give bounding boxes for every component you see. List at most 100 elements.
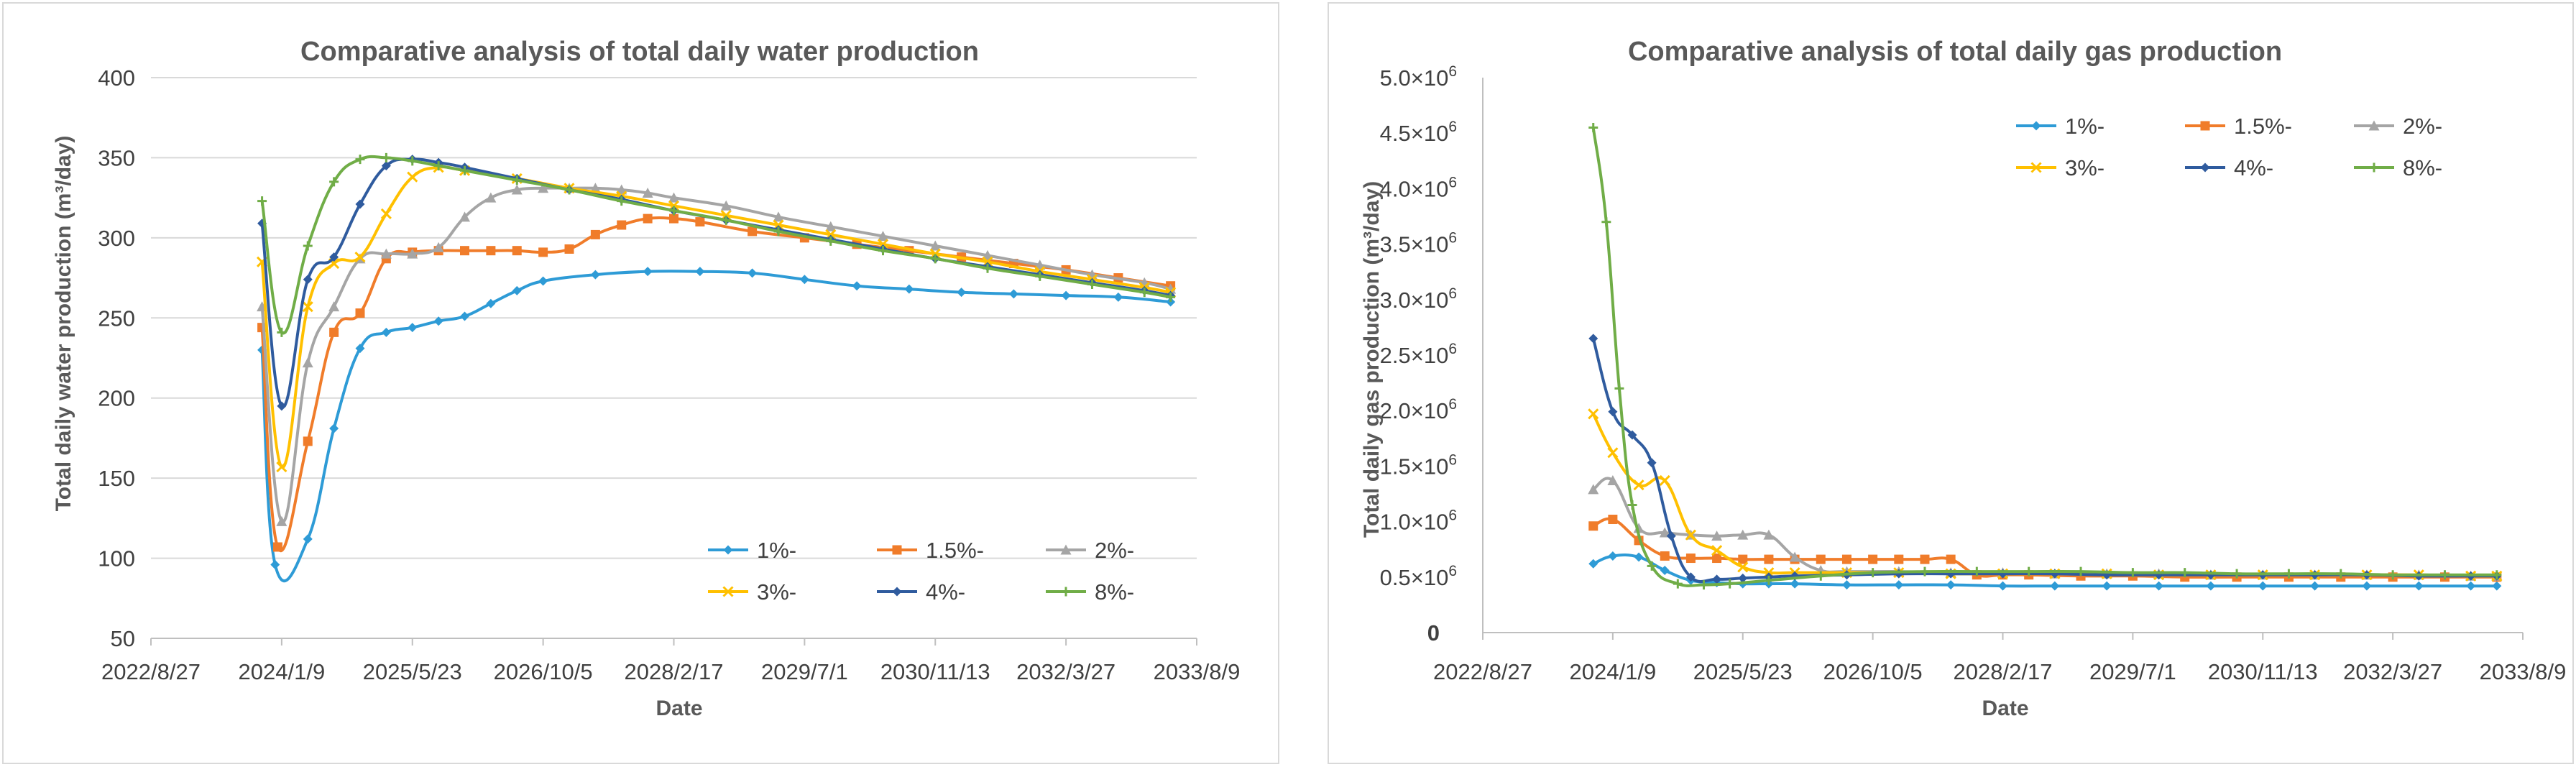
gas-data-point xyxy=(1659,474,1670,487)
water-data-point xyxy=(695,217,705,227)
water-legend-item: 1%- xyxy=(708,538,796,563)
water-legend-item: 3%- xyxy=(708,579,796,605)
gas-data-point xyxy=(1868,568,1878,578)
gas-data-point xyxy=(1920,566,1930,577)
gas-legend-item: 4%- xyxy=(2185,155,2273,180)
gas-legend-label: 1%- xyxy=(2065,114,2104,139)
water-y-tick-label: 250 xyxy=(98,306,135,331)
water-data-point xyxy=(355,308,365,318)
water-x-axis-label: Date xyxy=(656,697,702,720)
water-data-point xyxy=(380,208,392,219)
gas-y-tick-label: 3.0×106 xyxy=(1380,285,1457,313)
water-data-point xyxy=(486,246,496,256)
water-y-tick-label: 400 xyxy=(98,65,135,91)
water-y-tick-label: 150 xyxy=(98,466,135,491)
water-data-point xyxy=(904,284,914,294)
gas-data-point xyxy=(1737,529,1749,540)
gas-data-point xyxy=(1789,551,1800,562)
water-data-point xyxy=(720,200,732,211)
gas-y-tick-exponent: 6 xyxy=(1448,285,1457,302)
water-legend-label: 8%- xyxy=(1095,579,1134,605)
gas-data-point xyxy=(1868,554,1878,564)
water-y-tick-label: 50 xyxy=(111,626,135,651)
gas-legend-item: 3%- xyxy=(2016,155,2104,180)
water-data-point xyxy=(303,436,313,446)
water-data-point xyxy=(328,301,340,312)
water-x-tick-label: 2032/3/27 xyxy=(1016,659,1116,684)
gas-data-point xyxy=(2310,581,2320,591)
water-data-point xyxy=(826,236,836,246)
water-data-point xyxy=(355,199,365,209)
gas-legend-item: 1.5%- xyxy=(2185,114,2292,139)
water-data-point xyxy=(564,244,574,254)
gas-x-tick-label: 2022/8/27 xyxy=(1433,659,1532,684)
gas-data-point xyxy=(1608,551,1618,561)
water-data-point xyxy=(642,187,653,198)
gas-data-point xyxy=(2466,581,2476,591)
water-data-point xyxy=(617,220,627,230)
water-x-tick-label: 2026/10/5 xyxy=(494,659,593,684)
water-legend-item: 1.5%- xyxy=(877,538,984,563)
water-data-point xyxy=(460,246,469,256)
water-data-point xyxy=(773,226,783,236)
water-data-point xyxy=(354,252,366,263)
gas-data-point xyxy=(1627,430,1637,440)
gas-y-tick-exponent: 6 xyxy=(1448,119,1457,135)
gas-y-tick-label: 1.0×106 xyxy=(1380,507,1457,535)
water-data-point xyxy=(460,311,469,321)
water-data-point xyxy=(1166,292,1176,302)
gas-legend-label: 8%- xyxy=(2403,155,2442,180)
gas-data-point xyxy=(1711,545,1723,556)
water-data-point xyxy=(1008,289,1018,299)
gas-data-point xyxy=(1588,334,1598,344)
gas-y-tick-exponent: 6 xyxy=(1448,563,1457,579)
gas-legend-label: 4%- xyxy=(2234,155,2273,180)
water-data-point xyxy=(1087,279,1097,289)
water-legend-marker xyxy=(722,586,734,597)
water-data-point xyxy=(329,327,339,337)
gas-data-point xyxy=(1725,579,1735,589)
water-series-line xyxy=(260,155,1171,335)
gas-data-point xyxy=(1698,580,1708,590)
gas-legend-item: 8%- xyxy=(2354,155,2442,180)
water-data-point xyxy=(825,221,837,231)
gas-data-point xyxy=(1588,408,1599,420)
gas-data-point xyxy=(1920,554,1930,564)
gas-data-point xyxy=(1972,566,1982,577)
water-data-point xyxy=(277,327,287,337)
water-data-point xyxy=(590,229,600,239)
water-data-point xyxy=(590,270,600,280)
gas-chart-panel: Comparative analysis of total daily gas … xyxy=(1328,2,2574,764)
water-x-tick-label: 2025/5/23 xyxy=(363,659,462,684)
gas-data-point xyxy=(1627,500,1637,510)
water-data-point xyxy=(668,192,679,203)
water-data-point xyxy=(878,246,888,256)
water-data-point xyxy=(355,155,365,165)
gas-data-point xyxy=(1607,474,1619,485)
water-y-tick-label: 200 xyxy=(98,386,135,411)
gas-data-point xyxy=(1633,479,1644,491)
water-data-point xyxy=(669,213,678,224)
gas-data-point xyxy=(2180,568,2190,578)
water-data-point xyxy=(564,185,574,195)
water-data-point xyxy=(355,344,365,354)
gas-data-point xyxy=(1659,527,1670,538)
gas-data-point xyxy=(1673,579,1683,589)
water-data-point xyxy=(1035,271,1045,281)
gas-x-tick-label: 2029/7/1 xyxy=(2089,659,2176,684)
water-axes xyxy=(150,638,1197,646)
gas-series-6 xyxy=(1588,122,2502,590)
gas-data-point xyxy=(1614,383,1624,393)
water-data-point xyxy=(433,161,443,171)
gas-y-tick-label: 2.0×106 xyxy=(1380,396,1457,423)
water-legend-label: 3%- xyxy=(757,579,796,605)
water-legend-label: 2%- xyxy=(1095,538,1134,563)
gas-data-point xyxy=(1816,554,1826,564)
gas-legend-item: 1%- xyxy=(2016,114,2104,139)
gas-data-point xyxy=(1841,554,1852,564)
gas-y-tick-label: 0 xyxy=(1427,620,1440,646)
water-data-point xyxy=(616,184,627,195)
water-y-axis-label: Total daily water production (m³/day) xyxy=(52,136,75,512)
gas-data-point xyxy=(1633,523,1644,533)
gas-data-point xyxy=(1738,573,1748,583)
